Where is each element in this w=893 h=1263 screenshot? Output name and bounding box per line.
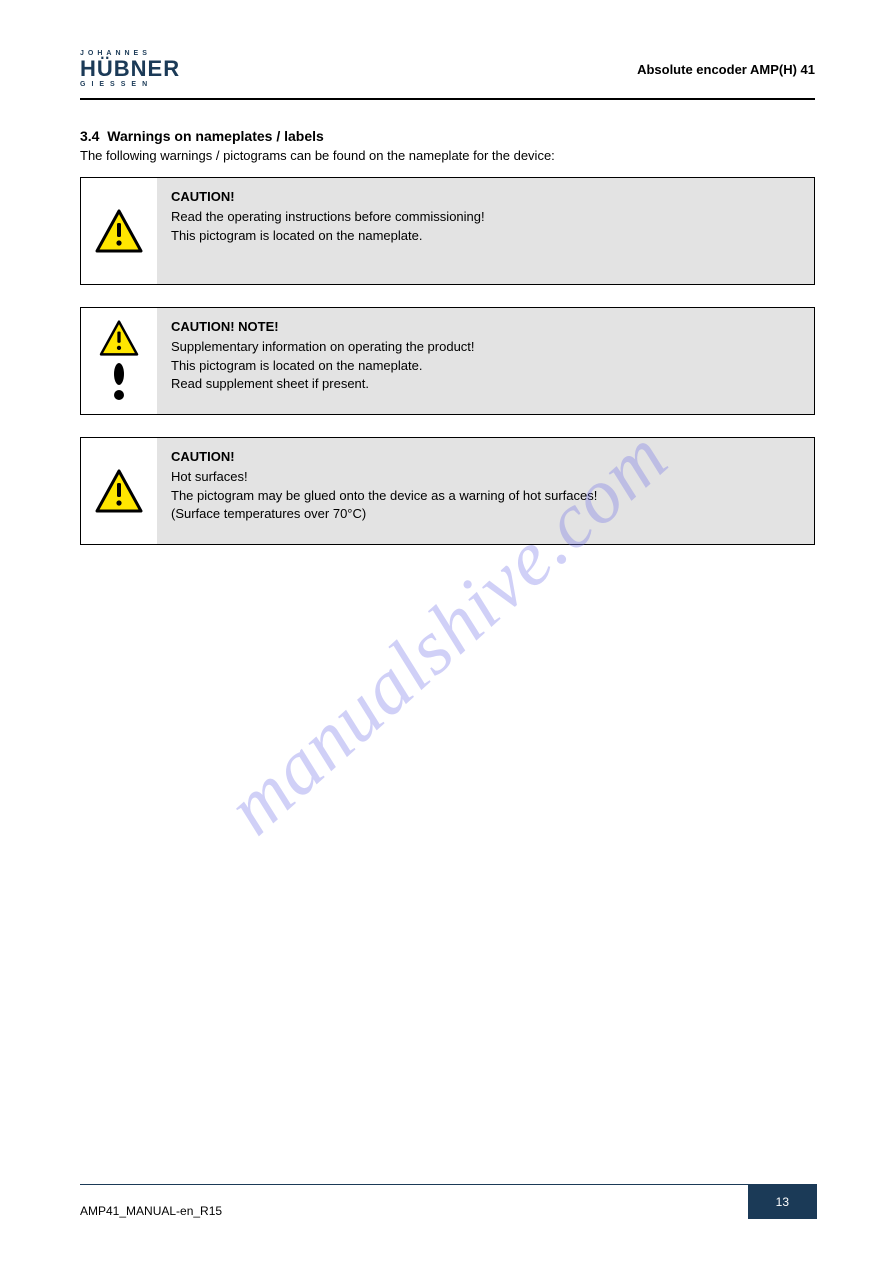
panel-sub: Hot surfaces!	[171, 468, 798, 486]
exclaim-icon	[110, 362, 128, 402]
header-rule	[80, 98, 815, 100]
header: JOHANNES HÜBNER GIESSEN Absolute encoder…	[80, 50, 815, 94]
panel-text: This pictogram is located on the namepla…	[171, 227, 798, 245]
page: JOHANNES HÜBNER GIESSEN Absolute encoder…	[0, 0, 893, 1263]
footer: AMP41_MANUAL-en_R15 13	[80, 1203, 817, 1219]
section-title-text: Warnings on nameplates / labels	[107, 128, 324, 144]
panel-icon-column	[81, 308, 157, 414]
panel-body: CAUTION! NOTE! Supplementary information…	[157, 308, 814, 414]
panel-body: CAUTION! Hot surfaces! The pictogram may…	[157, 438, 814, 544]
logo: JOHANNES HÜBNER GIESSEN	[80, 50, 180, 88]
warning-panel: CAUTION! Hot surfaces! The pictogram may…	[80, 437, 815, 545]
section-number: 3.4	[80, 128, 99, 144]
warning-icon	[95, 209, 143, 253]
panel-head: CAUTION! NOTE!	[171, 318, 798, 336]
warning-icon	[95, 469, 143, 513]
panel-head: CAUTION!	[171, 448, 798, 466]
footer-rule	[80, 1184, 817, 1185]
panel-icon-column	[81, 178, 157, 284]
panel-sub: Supplementary information on operating t…	[171, 338, 798, 356]
panel-head: CAUTION!	[171, 188, 798, 206]
document-title: Absolute encoder AMP(H) 41	[637, 62, 815, 77]
panel-body: CAUTION! Read the operating instructions…	[157, 178, 814, 284]
logo-line-bot: GIESSEN	[80, 81, 180, 88]
warning-panel: CAUTION! NOTE! Supplementary information…	[80, 307, 815, 415]
section-heading: 3.4 Warnings on nameplates / labels	[80, 128, 815, 144]
footer-page-number: 13	[748, 1185, 817, 1219]
footer-doc-id: AMP41_MANUAL-en_R15	[80, 1204, 222, 1218]
warning-icon	[99, 320, 139, 356]
panel-text: The pictogram may be glued onto the devi…	[171, 487, 798, 522]
panel-text: This pictogram is located on the namepla…	[171, 357, 798, 392]
section-intro: The following warnings / pictograms can …	[80, 148, 815, 163]
panel-icon-column	[81, 438, 157, 544]
panel-sub: Read the operating instructions before c…	[171, 208, 798, 226]
logo-line-mid: HÜBNER	[80, 59, 180, 79]
warning-panel: CAUTION! Read the operating instructions…	[80, 177, 815, 285]
